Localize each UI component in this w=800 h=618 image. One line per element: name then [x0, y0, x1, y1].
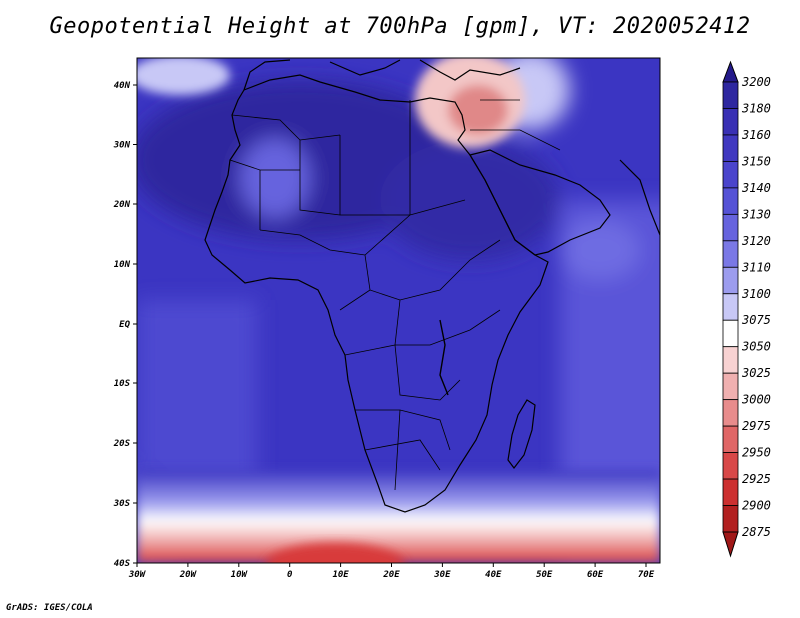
- colorbar-label: 3140: [741, 181, 771, 195]
- colorbar-box: [722, 452, 739, 480]
- colorbar-box: [722, 319, 739, 348]
- field-region-sahara-east: [380, 140, 560, 260]
- arabia-coastline: [469, 149, 611, 256]
- lat-label: 30N: [113, 141, 131, 151]
- lat-label: 20N: [113, 200, 131, 210]
- colorbar-top-arrow: [722, 60, 739, 83]
- colorbar-label: 2950: [742, 446, 771, 460]
- colorbar-box: [722, 505, 739, 533]
- plot-frame: [136, 57, 661, 564]
- grads-credit: GrADS: IGES/COLA: [6, 603, 93, 613]
- colorbar-label: 3110: [741, 260, 771, 274]
- lon-label: 20E: [382, 570, 400, 580]
- europe-coastline: [243, 59, 521, 91]
- field-region-nw-atlantic: [137, 58, 230, 95]
- colorbar-label: 3200: [741, 75, 771, 89]
- field-region-mideast-core: [448, 85, 508, 135]
- lon-axis: 30W 20W 10W 0 10E 20E 30E 40E 50E 60E 70…: [128, 563, 655, 580]
- colorbar-box: [722, 372, 739, 401]
- colorbar-box: [722, 293, 739, 321]
- colorbar-label: 3160: [741, 128, 771, 142]
- india-coastline: [619, 159, 660, 236]
- colorbar-box: [722, 187, 739, 215]
- colorbar-box: [722, 478, 739, 506]
- lon-label: 10E: [332, 570, 349, 580]
- colorbar-box: [722, 108, 739, 136]
- madagascar-coastline: [507, 399, 536, 469]
- field-region-arabian-sea-low: [560, 220, 640, 280]
- colorbar-label: 3150: [741, 154, 771, 168]
- country-borders: [229, 99, 561, 491]
- colorbar: 3200 3180 3160 3150 3140 3130 3120 3110 3100 3075…: [722, 60, 771, 558]
- colorbar-box: [722, 346, 739, 374]
- colorbar-label: 2925: [742, 472, 771, 486]
- colorbar-box: [722, 266, 739, 295]
- lon-label: 40E: [485, 570, 502, 580]
- lat-label: 40N: [114, 81, 131, 91]
- lat-label: 40S: [114, 559, 131, 569]
- colorbar-box: [722, 81, 739, 109]
- lat-label: EQ: [119, 320, 130, 330]
- lon-label: 70E: [638, 570, 655, 580]
- colorbar-box: [722, 134, 739, 162]
- colorbar-label: 2875: [742, 525, 771, 539]
- colorbar-label: 3075: [741, 313, 771, 327]
- field-region-west-africa-low: [240, 138, 310, 218]
- lon-label: 50E: [536, 570, 553, 580]
- colorbar-bottom-arrow: [722, 531, 739, 558]
- colorbar-label: 3050: [741, 340, 771, 354]
- lat-label: 10S: [114, 379, 131, 389]
- africa-coastline: [204, 74, 549, 513]
- lat-label: 30S: [113, 499, 131, 509]
- colorbar-box: [722, 425, 739, 453]
- colorbar-box: [722, 240, 739, 268]
- colorbar-label: 2975: [742, 419, 771, 433]
- colorbar-label: 3000: [741, 393, 771, 407]
- lat-label: 10N: [114, 260, 131, 270]
- coastlines: [204, 59, 660, 513]
- field-region-southern-gradient: [137, 470, 660, 563]
- map-axes: 30W 20W 10W 0 10E 20E 30E 40E 50E 60E 70…: [113, 81, 655, 580]
- lon-label: 20W: [179, 570, 198, 580]
- colorbar-label: 3025: [741, 366, 771, 380]
- colorbar-box: [722, 399, 739, 427]
- colorbar-label: 3130: [741, 207, 771, 221]
- lat-axis: 40N 30N 20N 10N EQ 10S 20S 30S 40S: [113, 81, 137, 569]
- field-region-south-low: [265, 543, 405, 563]
- lon-label: 10W: [231, 570, 249, 580]
- colorbar-box: [722, 213, 739, 242]
- chart-title: Geopotential Height at 700hPa [gpm], VT:…: [49, 14, 751, 39]
- lon-label: 60E: [587, 570, 604, 580]
- colorbar-label: 3120: [741, 234, 771, 248]
- colorbar-label: 3100: [741, 287, 771, 301]
- colorbar-box: [722, 161, 739, 189]
- lon-label: 30E: [433, 570, 451, 580]
- colorbar-label: 3180: [741, 101, 771, 115]
- lat-label: 20S: [113, 439, 131, 449]
- lon-label: 0: [287, 570, 293, 580]
- colorbar-label: 2900: [742, 499, 771, 513]
- lon-label: 30W: [128, 570, 147, 580]
